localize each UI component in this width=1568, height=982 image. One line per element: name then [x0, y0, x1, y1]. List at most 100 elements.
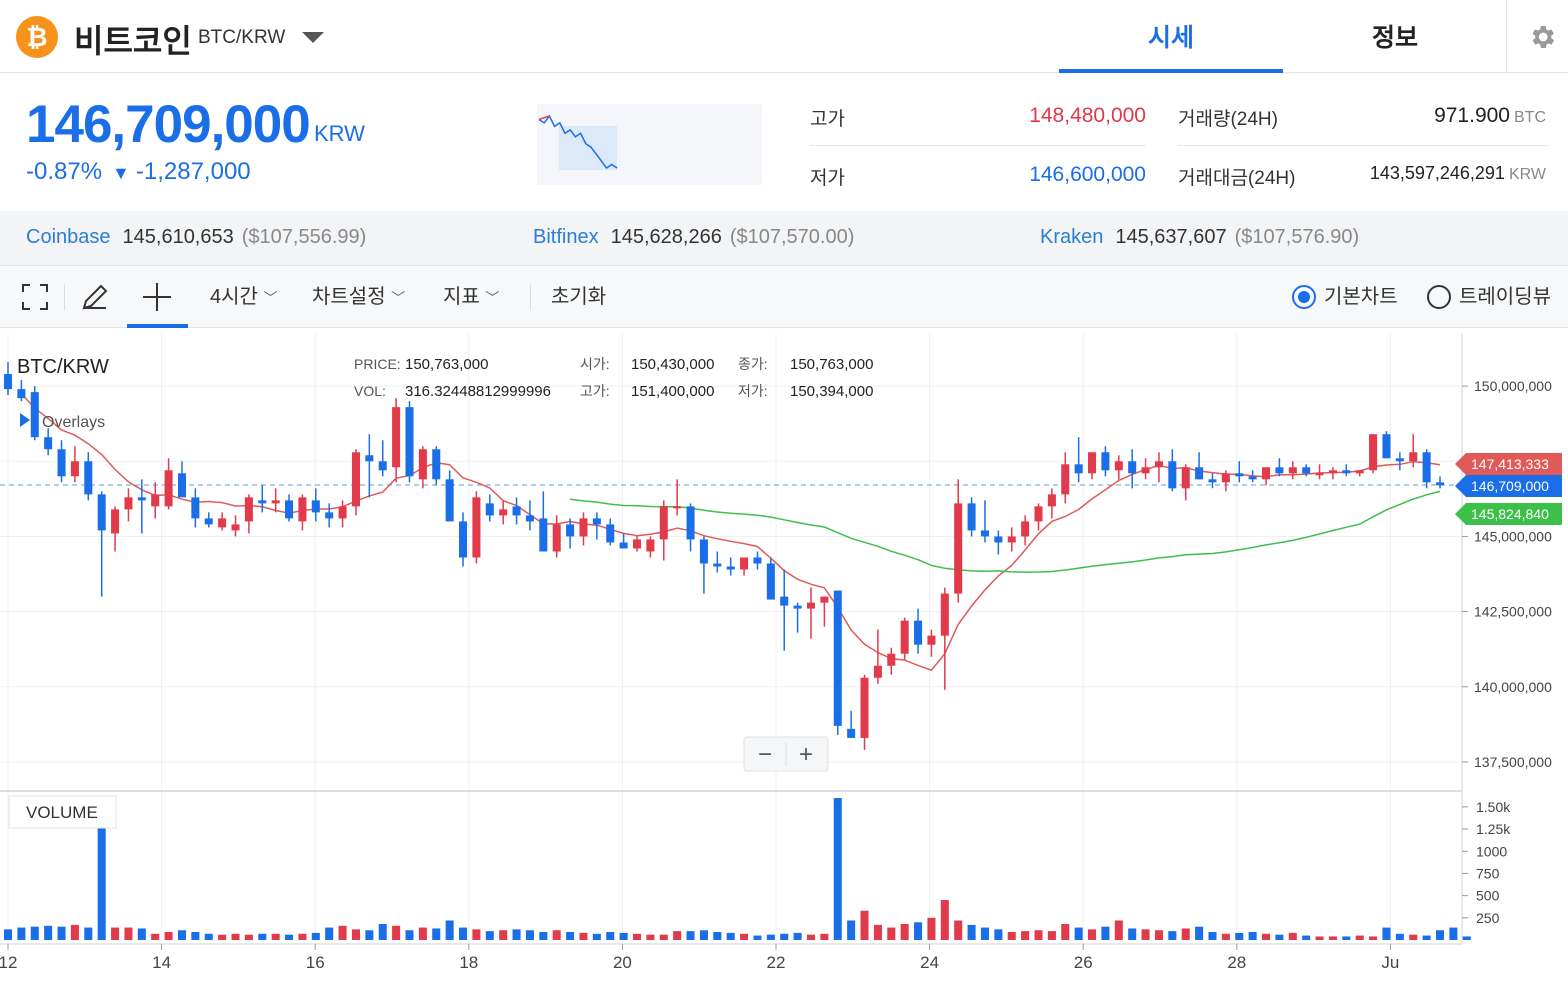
candle-body [298, 497, 307, 522]
volume-bar [512, 929, 521, 940]
candle-body [351, 452, 360, 507]
moving-average-lines [20, 393, 1441, 672]
volume-bar [686, 931, 695, 940]
volume-bar [1262, 933, 1271, 940]
volume-bar [472, 929, 481, 940]
volume-tick-label: 250 [1476, 910, 1500, 926]
x-tick-label: 20 [613, 953, 632, 972]
chart-settings-menu[interactable]: 차트설정 ﹀ [312, 286, 406, 308]
volume-bar [378, 924, 387, 940]
volume-bar [44, 925, 53, 940]
price-tag-bg [1455, 475, 1562, 497]
time-axis: 12 14 16 18 20 22 24 26 28 Ju [0, 944, 1399, 972]
volume-bar [1141, 929, 1150, 940]
volume-bar [392, 925, 401, 940]
candle-body [204, 518, 213, 525]
overlays-toggle-icon[interactable] [20, 413, 30, 427]
candle-body [766, 563, 775, 600]
candle-body [285, 500, 294, 519]
coin-select-chevron-down-icon[interactable] [302, 32, 324, 43]
volume-bar [17, 927, 26, 940]
candle-body [1395, 458, 1404, 462]
candle-body [1021, 521, 1030, 537]
candle-body [472, 497, 481, 558]
legend-price-value: 150,763,000 [405, 356, 488, 373]
fullscreen-icon[interactable] [18, 280, 52, 314]
volume-bar [646, 934, 655, 940]
candle-body [1435, 482, 1445, 486]
candle-body [860, 677, 869, 738]
gear-icon[interactable] [1527, 22, 1557, 52]
tab-info[interactable]: 정보 [1371, 24, 1418, 52]
volume-bar [592, 933, 601, 940]
candle-body [1141, 467, 1150, 474]
volume-bar [525, 930, 534, 940]
candle-body [887, 653, 896, 666]
candle-body [1088, 452, 1097, 474]
volume-bar [432, 928, 441, 940]
candlestick-chart[interactable]: 150,000,000147,500,000145,000,000142,500… [0, 328, 1568, 982]
change-amount: -1,287,000 [135, 158, 251, 185]
volume-tick-label: 1.25k [1476, 821, 1511, 837]
candle-body [1114, 461, 1123, 471]
toolbar-divider [530, 284, 531, 310]
tradingview-label[interactable]: 트레이딩뷰 [1459, 286, 1551, 308]
high-value: 148,480,000 [1029, 104, 1146, 127]
candle-body [1034, 506, 1043, 522]
volume-axis: 1.50k 1.25k 1000 750 500 250 [1462, 799, 1511, 926]
volume-bar [285, 934, 294, 940]
tradingview-radio[interactable] [1427, 285, 1451, 309]
coin-pair: BTC/KRW [198, 27, 286, 48]
crosshair-icon[interactable] [140, 280, 174, 314]
volume-bar [820, 933, 829, 940]
candle-body [552, 524, 561, 552]
volume-bar [70, 924, 79, 940]
candle-body [1342, 470, 1351, 474]
volume-bar [1168, 931, 1177, 940]
x-tick-label: 26 [1074, 953, 1093, 972]
price-tag-bg [1455, 503, 1562, 525]
candle-body [1101, 452, 1110, 471]
interval-select[interactable]: 4시간 ﹀ [210, 286, 278, 308]
volume-bar [1061, 924, 1070, 940]
candle-body [780, 596, 789, 606]
candle-body [231, 524, 240, 531]
volume-bar [244, 934, 253, 940]
tab-market[interactable]: 시세 [1059, 0, 1283, 73]
pencil-draw-icon[interactable] [78, 280, 112, 314]
volume-bar [740, 933, 749, 940]
volume-bar [218, 934, 227, 940]
zoom-in-button[interactable]: + [799, 741, 813, 768]
chevron-down-icon: ﹀ [391, 290, 406, 306]
candle-body [84, 461, 93, 495]
exchange-price-bar: Coinbase 145,610,653 ($107,556.99) Bitfine… [0, 211, 1568, 266]
reset-button[interactable]: 초기화 [551, 286, 607, 308]
candle-body [927, 635, 936, 645]
candle-body [365, 455, 374, 462]
candle-body [673, 506, 682, 509]
candle-body [1382, 434, 1391, 459]
legend-high-label: 고가: [580, 383, 610, 399]
candle-body [632, 539, 642, 549]
candle-body [1208, 479, 1217, 483]
legend-vol-value: 316.32448812999996 [405, 383, 551, 400]
basic-chart-radio[interactable] [1292, 285, 1316, 309]
legend-pair: BTC/KRW [17, 356, 109, 378]
volume-bar [111, 927, 120, 940]
volume-bar [726, 932, 735, 940]
candle-body [1422, 452, 1431, 483]
candle-body [418, 449, 427, 480]
volume-bar [1195, 926, 1204, 940]
legend-overlays[interactable]: Overlays [42, 414, 105, 431]
indicators-menu[interactable]: 지표 ﹀ [443, 286, 500, 308]
volume-bar [258, 933, 267, 940]
tab-divider [1506, 0, 1507, 73]
price-tag-bg [1455, 453, 1562, 475]
volume-bar [1154, 930, 1163, 940]
volume-bar [1208, 932, 1217, 940]
candle-body [1248, 476, 1257, 480]
candle-body [1302, 467, 1311, 474]
basic-chart-label[interactable]: 기본차트 [1324, 286, 1398, 308]
volume-bar [177, 930, 186, 940]
zoom-out-button[interactable]: − [758, 741, 772, 768]
